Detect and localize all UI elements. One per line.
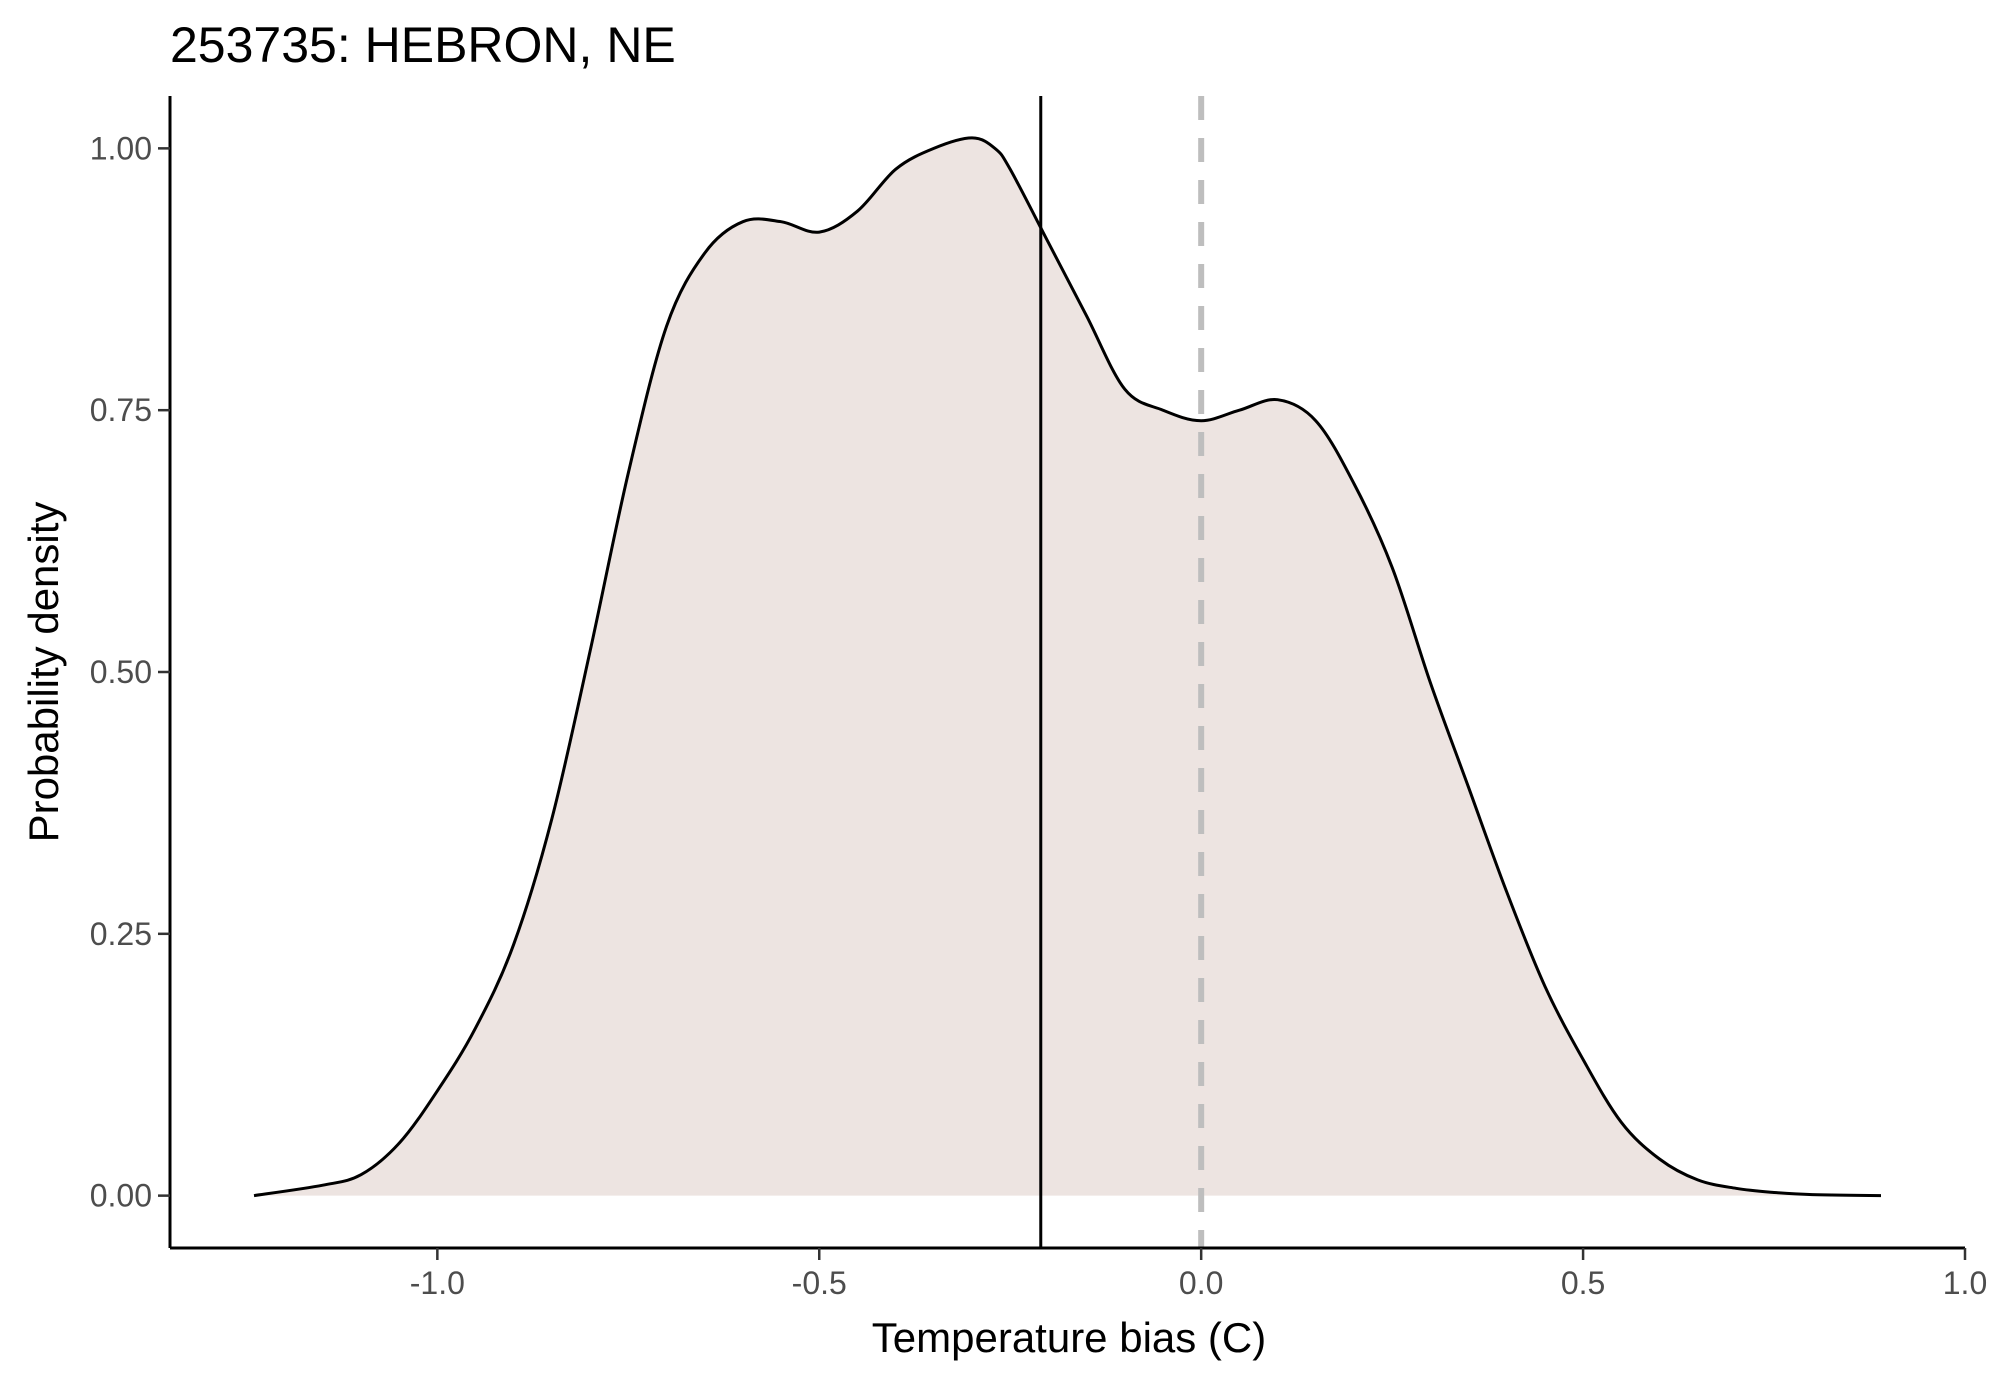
y-tick-label: 0.25 — [90, 916, 152, 952]
y-tick-label: 0.00 — [90, 1178, 152, 1214]
x-tick-label: 0.0 — [1179, 1265, 1223, 1301]
reference-lines — [1039, 96, 1205, 1248]
y-axis-ticks: 0.00 0.25 0.50 0.75 1.00 — [90, 130, 170, 1214]
density-curve-line — [253, 136, 1882, 1198]
x-tick-label: -1.0 — [410, 1265, 465, 1301]
y-tick-label: 0.50 — [90, 654, 152, 690]
y-tick-label: 0.75 — [90, 392, 152, 428]
x-tick-label: 0.5 — [1561, 1265, 1605, 1301]
x-tick-label: -0.5 — [792, 1265, 847, 1301]
y-tick-label: 1.00 — [90, 130, 152, 166]
y-axis-title: Probability density — [20, 502, 67, 843]
chart-title: 253735: HEBRON, NE — [170, 17, 676, 73]
density-area-fill — [254, 137, 1881, 1196]
x-axis-title: Temperature bias (C) — [872, 1314, 1266, 1361]
x-tick-label: 1.0 — [1943, 1265, 1987, 1301]
plot-area — [253, 96, 1882, 1248]
x-axis-ticks: -1.0 -0.5 0.0 0.5 1.0 — [410, 1248, 1987, 1301]
